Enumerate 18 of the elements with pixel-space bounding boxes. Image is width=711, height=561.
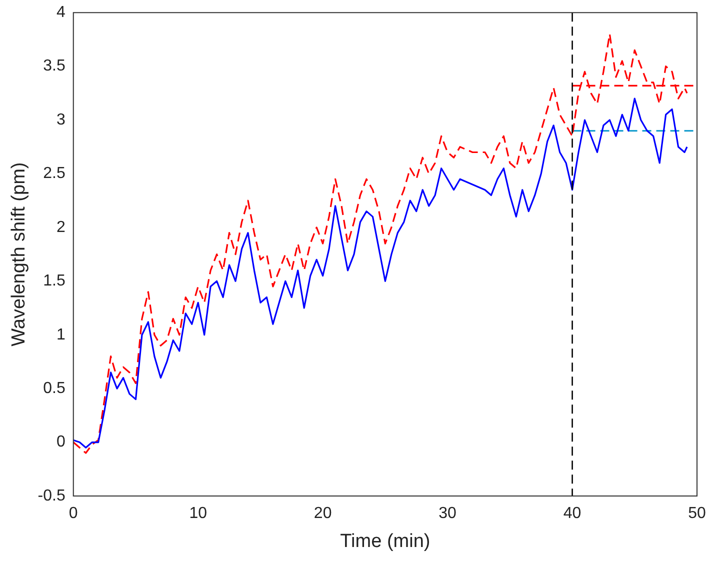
x-tick-label: 50 <box>688 505 706 522</box>
y-tick-label: -0.5 <box>38 487 66 504</box>
x-tick-label: 10 <box>189 505 208 522</box>
x-tick-label: 40 <box>563 505 582 522</box>
x-axis-title: Time (min) <box>340 530 430 552</box>
y-tick-label: 0 <box>56 434 66 451</box>
x-tick-label: 20 <box>314 505 332 522</box>
x-tick-label: 30 <box>438 505 457 522</box>
y-tick-label: 3 <box>56 111 66 128</box>
y-axis-title: Wavelength shift (pm) <box>8 162 30 346</box>
y-tick-label: 2.5 <box>43 165 66 182</box>
y-tick-label: 1 <box>56 326 66 344</box>
y-tick-label: 3.5 <box>43 58 66 75</box>
y-tick-label: 2 <box>56 218 66 236</box>
y-tick-label: 1.5 <box>43 272 66 290</box>
y-tick-label: 4 <box>56 4 66 22</box>
x-tick-label: 0 <box>68 505 78 522</box>
y-tick-label: 0.5 <box>43 380 66 397</box>
